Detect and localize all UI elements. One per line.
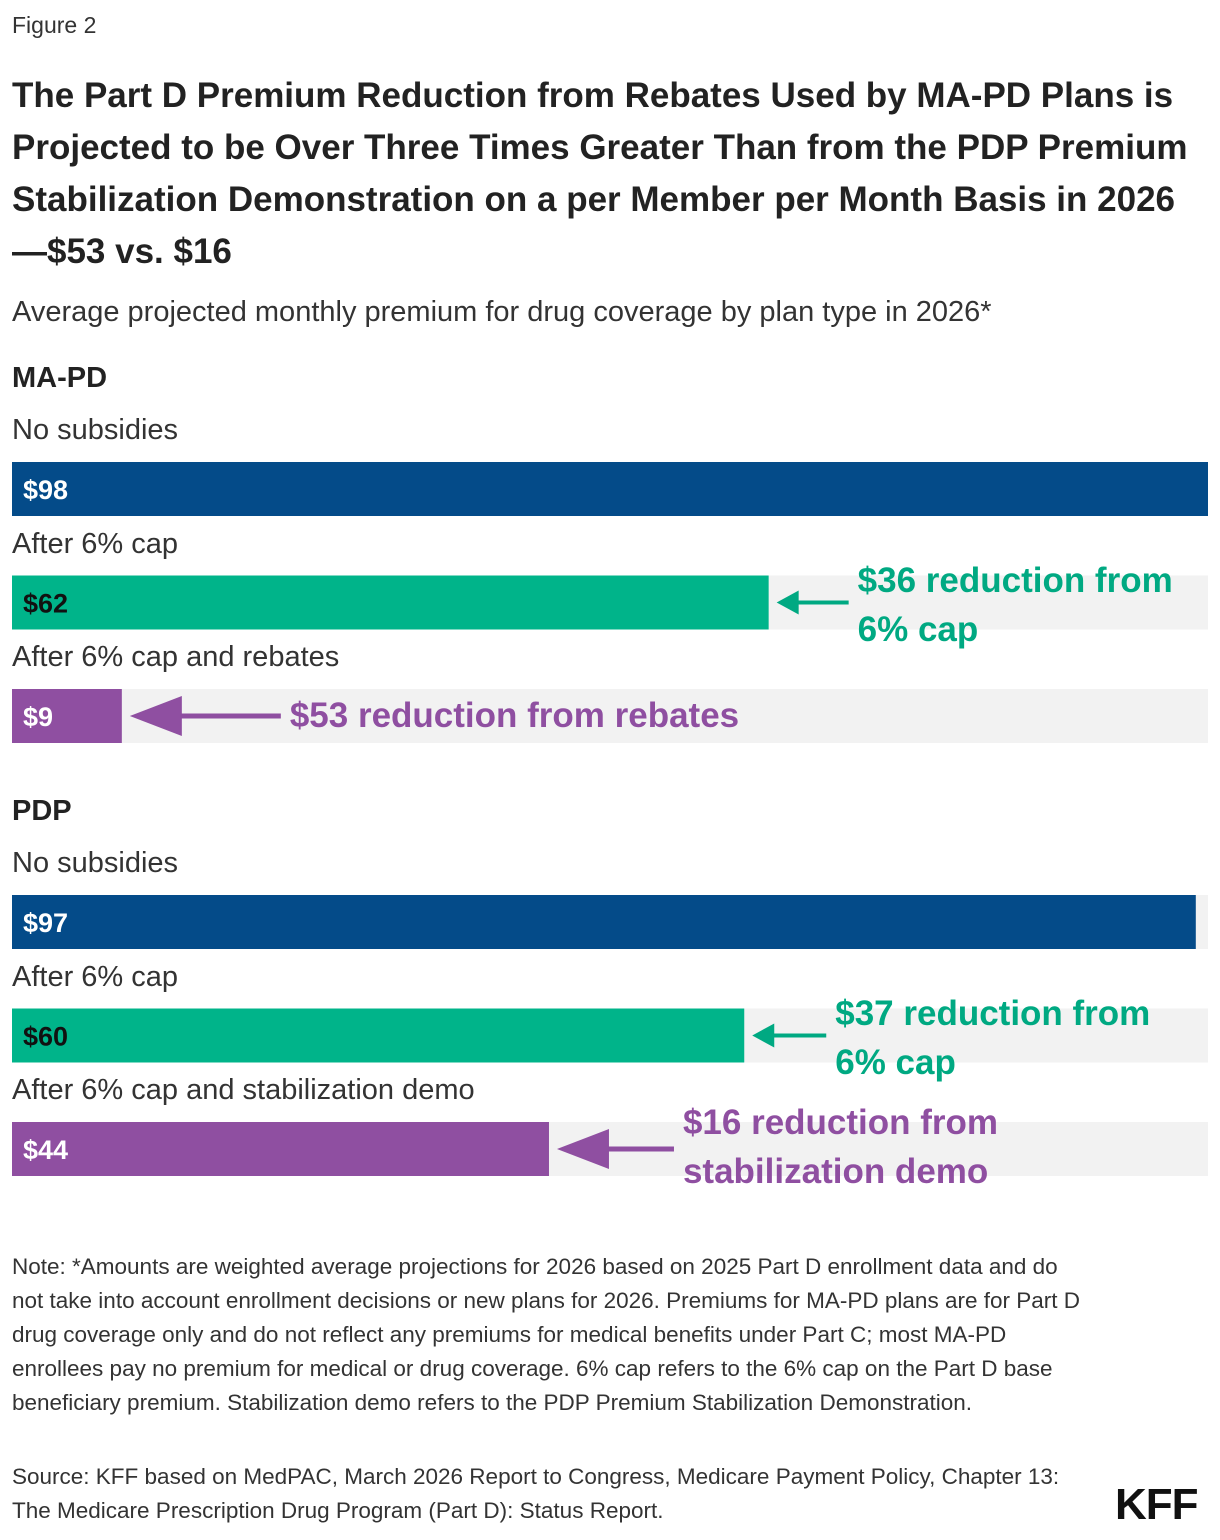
category-label: After 6% cap and stabilization demo xyxy=(12,1074,475,1106)
annotation-arrowhead xyxy=(752,1023,775,1048)
subtitle: Average projected monthly premium for dr… xyxy=(12,296,992,328)
value-label: $9 xyxy=(23,702,53,732)
logo: KFF xyxy=(1115,1480,1199,1529)
value-label: $62 xyxy=(23,589,68,619)
annotation: $37 reduction from 6% cap xyxy=(835,993,1151,1082)
bar xyxy=(12,1008,745,1063)
annotation-arrowhead xyxy=(129,696,182,736)
bar xyxy=(12,895,1196,949)
category-label: No subsidies xyxy=(12,847,179,879)
panel-title: MA-PD xyxy=(12,362,108,394)
value-label: $44 xyxy=(23,1135,68,1165)
category-label: After 6% cap and rebates xyxy=(12,641,340,673)
figure-label: Figure 2 xyxy=(12,12,97,38)
annotation: $53 reduction from rebates xyxy=(289,696,740,735)
title: The Part D Premium Reduction from Rebate… xyxy=(12,76,1188,271)
bar xyxy=(12,575,769,630)
note: Note: *Amounts are weighted average proj… xyxy=(12,1254,1080,1415)
category-label: No subsidies xyxy=(12,414,179,446)
category-label: After 6% cap xyxy=(12,527,179,560)
category-label: After 6% cap xyxy=(12,960,179,993)
annotation-arrowhead xyxy=(776,590,799,615)
bar xyxy=(12,1122,549,1176)
value-label: $98 xyxy=(23,475,68,505)
annotation-arrowhead xyxy=(556,1129,609,1169)
bar xyxy=(12,462,1208,516)
value-label: $97 xyxy=(23,908,68,938)
annotation: $36 reduction from 6% cap xyxy=(857,560,1173,649)
panel-title: PDP xyxy=(12,795,72,827)
annotation: $16 reduction from stabilization demo xyxy=(682,1103,999,1191)
source: Source: KFF based on MedPAC, March 2026 … xyxy=(12,1464,1060,1523)
value-label: $60 xyxy=(23,1022,68,1052)
bar xyxy=(12,689,122,743)
